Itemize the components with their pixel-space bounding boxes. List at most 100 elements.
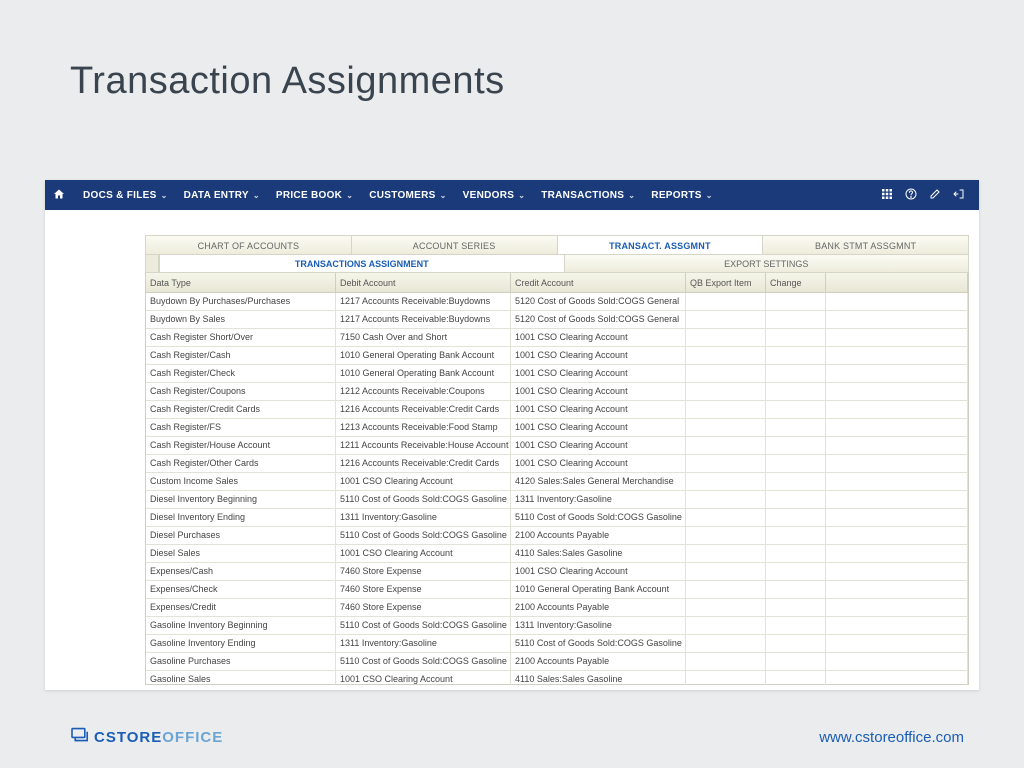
cell: 1001 CSO Clearing Account [336, 545, 511, 562]
apps-icon[interactable] [881, 188, 893, 203]
cell: 5110 Cost of Goods Sold:COGS Gasoline [511, 509, 686, 526]
cell [766, 635, 826, 652]
subtab-indent [145, 255, 159, 273]
cell: Cash Register/Credit Cards [146, 401, 336, 418]
col-debit[interactable]: Debit Account [336, 273, 511, 292]
table-row[interactable]: Diesel Purchases5110 Cost of Goods Sold:… [146, 527, 968, 545]
table-row[interactable]: Gasoline Sales1001 CSO Clearing Account4… [146, 671, 968, 685]
cell: 5110 Cost of Goods Sold:COGS Gasoline [336, 653, 511, 670]
cell: Expenses/Check [146, 581, 336, 598]
cell: 5110 Cost of Goods Sold:COGS Gasoline [336, 491, 511, 508]
footer-url[interactable]: www.cstoreoffice.com [819, 729, 964, 746]
cell [826, 293, 968, 310]
cell: Custom Income Sales [146, 473, 336, 490]
cell: 1001 CSO Clearing Account [336, 473, 511, 490]
table-row[interactable]: Gasoline Inventory Beginning5110 Cost of… [146, 617, 968, 635]
edit-icon[interactable] [929, 188, 941, 203]
cell [766, 365, 826, 382]
cell: Buydown By Sales [146, 311, 336, 328]
home-icon[interactable] [53, 188, 65, 203]
cell [686, 563, 766, 580]
cell [826, 383, 968, 400]
cell [686, 437, 766, 454]
table-row[interactable]: Cash Register/Other Cards1216 Accounts R… [146, 455, 968, 473]
col-credit[interactable]: Credit Account [511, 273, 686, 292]
table-row[interactable]: Gasoline Inventory Ending1311 Inventory:… [146, 635, 968, 653]
cell: 7460 Store Expense [336, 599, 511, 616]
cell: 7150 Cash Over and Short [336, 329, 511, 346]
cell [686, 653, 766, 670]
cell [826, 635, 968, 652]
cell: 1216 Accounts Receivable:Credit Cards [336, 401, 511, 418]
tab-bank-stmt-assgmnt[interactable]: BANK STMT ASSGMNT [763, 235, 969, 255]
subtab-export-settings[interactable]: EXPORT SETTINGS [565, 255, 970, 273]
grid-body[interactable]: Buydown By Purchases/Purchases1217 Accou… [146, 293, 968, 685]
cell [766, 347, 826, 364]
cell [826, 599, 968, 616]
logo: CSTOREOFFICE [70, 727, 223, 748]
cell: 1311 Inventory:Gasoline [511, 491, 686, 508]
nav-item-vendors[interactable]: VENDORS⌄ [455, 190, 534, 201]
cell: Diesel Inventory Beginning [146, 491, 336, 508]
nav-item-reports[interactable]: REPORTS⌄ [643, 190, 720, 201]
help-icon[interactable] [905, 188, 917, 203]
cell: Cash Register/Coupons [146, 383, 336, 400]
table-row[interactable]: Cash Register/Check1010 General Operatin… [146, 365, 968, 383]
cell: 4110 Sales:Sales Gasoline [511, 671, 686, 685]
cell: 1001 CSO Clearing Account [511, 365, 686, 382]
table-row[interactable]: Cash Register/Cash1010 General Operating… [146, 347, 968, 365]
table-row[interactable]: Cash Register/Coupons1212 Accounts Recei… [146, 383, 968, 401]
tab-row-level1: CHART OF ACCOUNTSACCOUNT SERIESTRANSACT.… [145, 235, 969, 255]
table-row[interactable]: Expenses/Credit7460 Store Expense2100 Ac… [146, 599, 968, 617]
cell: 1311 Inventory:Gasoline [336, 509, 511, 526]
cell [686, 545, 766, 562]
cell [826, 491, 968, 508]
cell: 1010 General Operating Bank Account [511, 581, 686, 598]
cell: Cash Register/House Account [146, 437, 336, 454]
col-qb-export[interactable]: QB Export Item [686, 273, 766, 292]
table-row[interactable]: Expenses/Check7460 Store Expense1010 Gen… [146, 581, 968, 599]
cell [686, 581, 766, 598]
col-change[interactable]: Change [766, 273, 826, 292]
logout-icon[interactable] [953, 188, 965, 203]
cell [766, 617, 826, 634]
table-row[interactable]: Cash Register/Credit Cards1216 Accounts … [146, 401, 968, 419]
footer: CSTOREOFFICE www.cstoreoffice.com [70, 727, 964, 748]
table-row[interactable]: Buydown By Purchases/Purchases1217 Accou… [146, 293, 968, 311]
cell: Cash Register/Other Cards [146, 455, 336, 472]
table-row[interactable]: Cash Register Short/Over7150 Cash Over a… [146, 329, 968, 347]
cell [826, 347, 968, 364]
cell: 2100 Accounts Payable [511, 599, 686, 616]
tab-transact-assgmnt[interactable]: TRANSACT. ASSGMNT [558, 235, 764, 255]
col-data-type[interactable]: Data Type [146, 273, 336, 292]
table-row[interactable]: Custom Income Sales1001 CSO Clearing Acc… [146, 473, 968, 491]
tab-row-level2: TRANSACTIONS ASSIGNMENTEXPORT SETTINGS [145, 255, 969, 273]
cell: 4110 Sales:Sales Gasoline [511, 545, 686, 562]
nav-item-docs-files[interactable]: DOCS & FILES⌄ [75, 190, 176, 201]
nav-item-customers[interactable]: CUSTOMERS⌄ [361, 190, 454, 201]
cell [766, 581, 826, 598]
table-row[interactable]: Cash Register/House Account1211 Accounts… [146, 437, 968, 455]
tab-chart-of-accounts[interactable]: CHART OF ACCOUNTS [145, 235, 352, 255]
cell: Diesel Purchases [146, 527, 336, 544]
table-row[interactable]: Diesel Sales1001 CSO Clearing Account411… [146, 545, 968, 563]
cell: 5120 Cost of Goods Sold:COGS General [511, 311, 686, 328]
content-area: CHART OF ACCOUNTSACCOUNT SERIESTRANSACT.… [45, 210, 979, 685]
nav-item-transactions[interactable]: TRANSACTIONS⌄ [533, 190, 643, 201]
table-row[interactable]: Buydown By Sales1217 Accounts Receivable… [146, 311, 968, 329]
cell [686, 509, 766, 526]
cell: Cash Register/Check [146, 365, 336, 382]
tab-account-series[interactable]: ACCOUNT SERIES [352, 235, 558, 255]
nav-item-data-entry[interactable]: DATA ENTRY⌄ [176, 190, 268, 201]
cell: 2100 Accounts Payable [511, 527, 686, 544]
table-row[interactable]: Cash Register/FS1213 Accounts Receivable… [146, 419, 968, 437]
table-row[interactable]: Diesel Inventory Beginning5110 Cost of G… [146, 491, 968, 509]
cell: Cash Register/Cash [146, 347, 336, 364]
subtab-transactions-assignment[interactable]: TRANSACTIONS ASSIGNMENT [159, 255, 565, 273]
cell [766, 527, 826, 544]
table-row[interactable]: Diesel Inventory Ending1311 Inventory:Ga… [146, 509, 968, 527]
table-row[interactable]: Gasoline Purchases5110 Cost of Goods Sol… [146, 653, 968, 671]
table-row[interactable]: Expenses/Cash7460 Store Expense1001 CSO … [146, 563, 968, 581]
nav-item-price-book[interactable]: PRICE BOOK⌄ [268, 190, 361, 201]
cell [686, 419, 766, 436]
